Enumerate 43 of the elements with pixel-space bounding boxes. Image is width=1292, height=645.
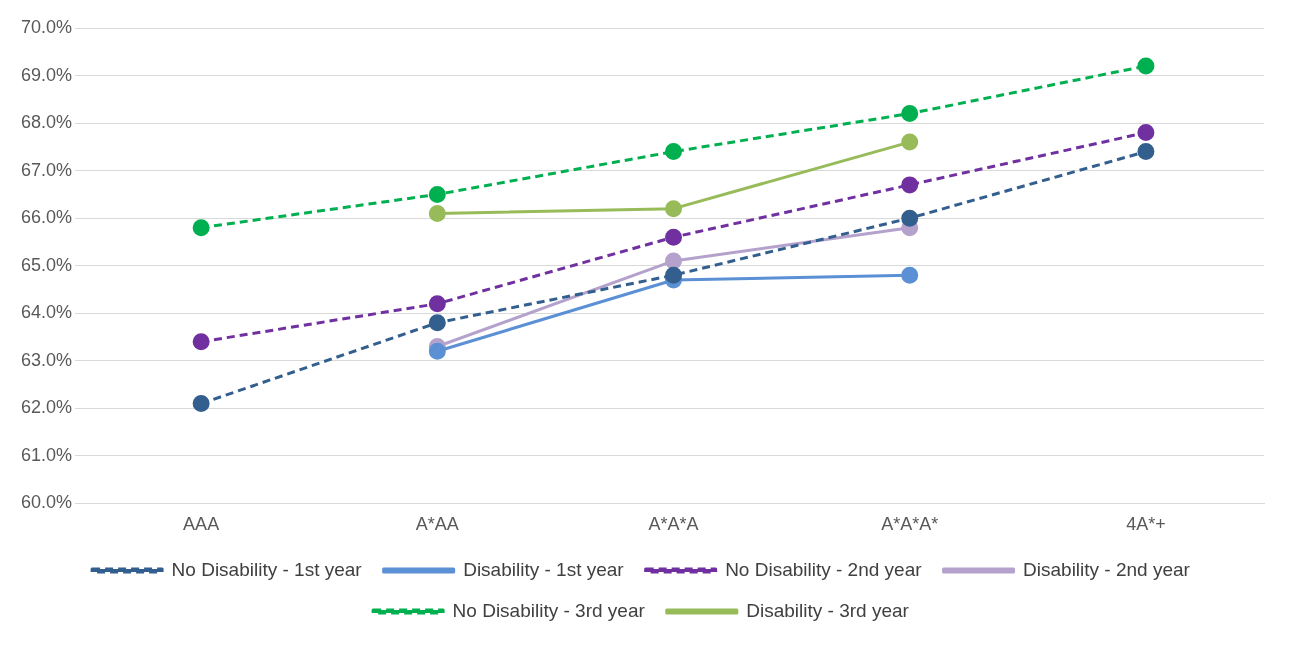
x-tick-label: AAA bbox=[183, 514, 220, 535]
y-tick-label: 62.0% bbox=[20, 397, 73, 418]
point bbox=[428, 185, 446, 203]
y-tick-label: 70.0% bbox=[20, 16, 73, 37]
point bbox=[901, 105, 919, 123]
x-tick-label: A*AA bbox=[415, 514, 459, 535]
point bbox=[901, 266, 919, 284]
point bbox=[192, 395, 210, 413]
point bbox=[192, 333, 210, 351]
legend-label: No Disability - 3rd year bbox=[452, 599, 646, 621]
point bbox=[1137, 143, 1155, 161]
point bbox=[665, 228, 683, 246]
legend-label: Disability - 2nd year bbox=[1023, 558, 1191, 580]
point bbox=[901, 176, 919, 194]
point bbox=[428, 204, 446, 222]
point bbox=[901, 133, 919, 151]
legend-label: No Disability - 2nd year bbox=[725, 558, 923, 580]
point bbox=[1137, 124, 1155, 142]
y-tick-label: 68.0% bbox=[20, 112, 73, 133]
point bbox=[428, 314, 446, 332]
y-tick-label: 69.0% bbox=[20, 64, 73, 85]
y-tick-label: 65.0% bbox=[20, 254, 73, 275]
point bbox=[665, 200, 683, 218]
point bbox=[192, 219, 210, 237]
y-tick-label: 60.0% bbox=[20, 492, 73, 513]
point bbox=[428, 295, 446, 313]
y-tick-label: 64.0% bbox=[20, 302, 73, 323]
legend-label: Disability - 1st year bbox=[463, 558, 625, 580]
x-tick-label: A*A*A bbox=[648, 514, 699, 535]
x-tick-label: A*A*A* bbox=[881, 514, 939, 535]
y-tick-label: 61.0% bbox=[20, 444, 73, 465]
y-tick-label: 67.0% bbox=[20, 159, 73, 180]
legend-label: Disability - 3rd year bbox=[746, 599, 910, 621]
legend-label: No Disability - 1st year bbox=[171, 558, 363, 580]
point bbox=[665, 143, 683, 161]
y-tick-label: 66.0% bbox=[20, 207, 73, 228]
point bbox=[428, 342, 446, 360]
point bbox=[665, 266, 683, 284]
point bbox=[665, 252, 683, 270]
point bbox=[1137, 57, 1155, 75]
point bbox=[901, 209, 919, 227]
x-tick-label: 4A*+ bbox=[1126, 514, 1166, 535]
y-tick-label: 63.0% bbox=[20, 349, 73, 370]
